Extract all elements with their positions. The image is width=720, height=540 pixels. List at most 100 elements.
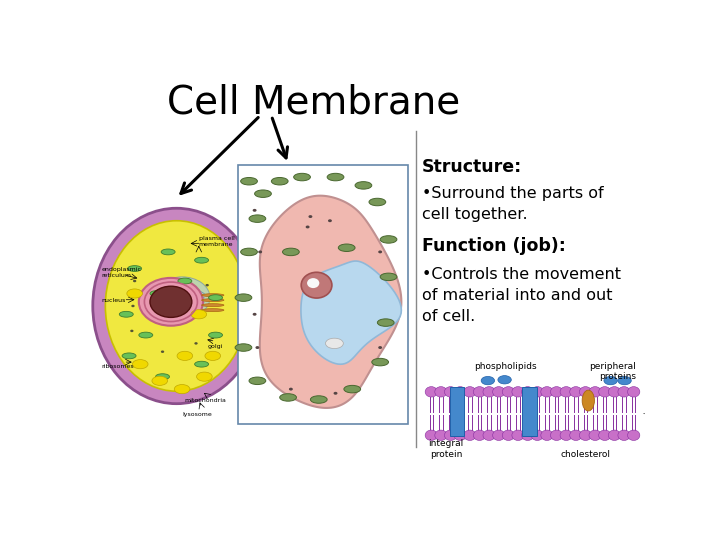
- Ellipse shape: [454, 387, 467, 397]
- Ellipse shape: [483, 430, 495, 441]
- Text: mitochondria: mitochondria: [185, 397, 227, 403]
- Ellipse shape: [130, 329, 133, 332]
- Ellipse shape: [280, 394, 297, 401]
- Ellipse shape: [235, 344, 252, 352]
- Ellipse shape: [202, 309, 224, 312]
- Ellipse shape: [512, 430, 524, 441]
- Ellipse shape: [570, 430, 582, 441]
- Ellipse shape: [202, 294, 224, 296]
- Polygon shape: [260, 195, 401, 408]
- Ellipse shape: [127, 266, 142, 272]
- Ellipse shape: [240, 248, 258, 255]
- Ellipse shape: [378, 251, 382, 253]
- Ellipse shape: [202, 299, 224, 302]
- Ellipse shape: [325, 338, 343, 349]
- Ellipse shape: [133, 280, 136, 282]
- Ellipse shape: [435, 430, 447, 441]
- Ellipse shape: [344, 386, 361, 393]
- Ellipse shape: [464, 430, 476, 441]
- FancyBboxPatch shape: [238, 165, 408, 424]
- Ellipse shape: [378, 346, 382, 349]
- Text: phospholipids: phospholipids: [474, 362, 536, 371]
- Text: •Controls the movement
of material into and out
of cell.: •Controls the movement of material into …: [422, 267, 621, 324]
- Text: integral
protein: integral protein: [428, 440, 464, 459]
- Ellipse shape: [191, 310, 207, 319]
- Text: peripheral
proteins: peripheral proteins: [589, 362, 636, 381]
- Ellipse shape: [205, 352, 220, 360]
- Text: nucleus: nucleus: [101, 298, 125, 303]
- Ellipse shape: [464, 387, 476, 397]
- Ellipse shape: [473, 430, 485, 441]
- Ellipse shape: [194, 361, 209, 367]
- Text: golgi: golgi: [207, 343, 222, 348]
- Ellipse shape: [560, 430, 572, 441]
- Ellipse shape: [492, 387, 505, 397]
- Ellipse shape: [628, 430, 640, 441]
- Ellipse shape: [338, 244, 355, 252]
- Text: Structure:: Structure:: [422, 158, 522, 176]
- Ellipse shape: [492, 430, 505, 441]
- Ellipse shape: [521, 387, 534, 397]
- Ellipse shape: [253, 313, 256, 316]
- Ellipse shape: [598, 387, 611, 397]
- Ellipse shape: [481, 376, 495, 385]
- Ellipse shape: [282, 248, 300, 255]
- Ellipse shape: [618, 387, 630, 397]
- Ellipse shape: [333, 392, 338, 395]
- Text: Cell Membrane: Cell Membrane: [166, 83, 460, 121]
- Ellipse shape: [152, 376, 168, 386]
- Ellipse shape: [289, 388, 293, 390]
- Ellipse shape: [628, 387, 640, 397]
- Bar: [450, 387, 464, 436]
- Ellipse shape: [541, 430, 553, 441]
- Ellipse shape: [105, 221, 248, 391]
- Ellipse shape: [161, 249, 175, 255]
- Text: plasma cell
membrane: plasma cell membrane: [199, 236, 235, 247]
- Ellipse shape: [150, 291, 164, 296]
- Ellipse shape: [483, 387, 495, 397]
- Ellipse shape: [202, 303, 224, 307]
- Ellipse shape: [503, 430, 515, 441]
- Ellipse shape: [618, 376, 631, 385]
- Ellipse shape: [435, 387, 447, 397]
- Ellipse shape: [122, 353, 136, 359]
- Ellipse shape: [156, 374, 169, 380]
- Ellipse shape: [582, 390, 595, 411]
- Ellipse shape: [161, 350, 164, 353]
- Ellipse shape: [444, 430, 456, 441]
- Ellipse shape: [355, 181, 372, 189]
- Ellipse shape: [570, 387, 582, 397]
- Ellipse shape: [235, 294, 252, 301]
- Ellipse shape: [150, 286, 192, 318]
- Ellipse shape: [551, 387, 563, 397]
- Ellipse shape: [253, 209, 256, 212]
- Ellipse shape: [271, 178, 288, 185]
- Ellipse shape: [618, 430, 630, 441]
- Ellipse shape: [444, 387, 456, 397]
- Bar: [423, 360, 642, 464]
- Ellipse shape: [294, 173, 310, 181]
- Ellipse shape: [194, 342, 198, 345]
- Ellipse shape: [209, 332, 222, 338]
- Ellipse shape: [328, 219, 332, 222]
- Ellipse shape: [589, 430, 601, 441]
- Ellipse shape: [306, 226, 310, 228]
- Ellipse shape: [249, 215, 266, 222]
- Ellipse shape: [139, 332, 153, 338]
- Ellipse shape: [512, 387, 524, 397]
- Ellipse shape: [177, 352, 193, 360]
- Ellipse shape: [580, 387, 592, 397]
- Ellipse shape: [127, 289, 143, 298]
- Ellipse shape: [608, 430, 621, 441]
- Ellipse shape: [372, 359, 389, 366]
- Ellipse shape: [308, 215, 312, 218]
- Ellipse shape: [380, 235, 397, 243]
- Text: cholesterol: cholesterol: [560, 450, 611, 459]
- Ellipse shape: [197, 372, 212, 381]
- Text: •Surround the parts of
cell together.: •Surround the parts of cell together.: [422, 186, 603, 222]
- Ellipse shape: [531, 387, 544, 397]
- Ellipse shape: [174, 384, 190, 394]
- Ellipse shape: [310, 396, 327, 403]
- Ellipse shape: [327, 173, 344, 181]
- Ellipse shape: [560, 387, 572, 397]
